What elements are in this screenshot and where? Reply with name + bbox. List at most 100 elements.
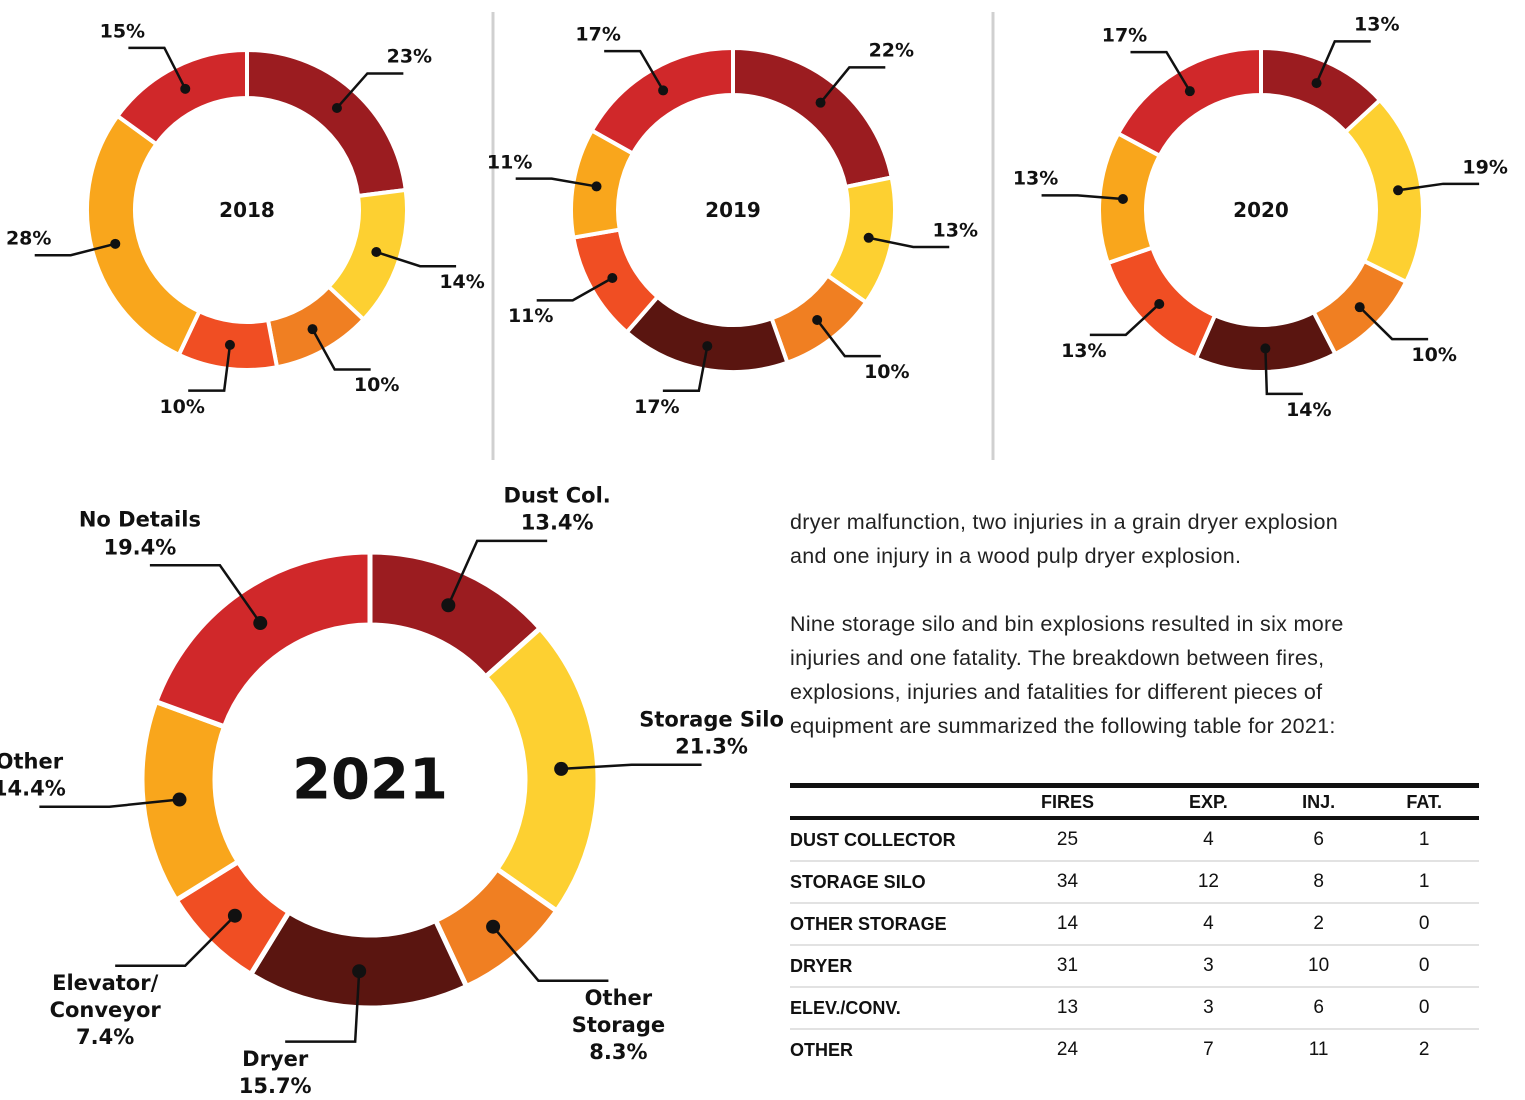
table-cell: 34 <box>986 861 1149 904</box>
category-label: Dryer <box>242 1046 309 1071</box>
value-label: 13% <box>1061 339 1107 362</box>
text-line: Nine storage silo and bin explosions res… <box>790 612 1344 636</box>
leader-dot <box>1393 185 1404 196</box>
leader-line <box>1264 348 1303 396</box>
slice-label: 10% <box>159 395 204 420</box>
slice-label: 14% <box>439 270 484 295</box>
slice-label: 23% <box>387 45 432 70</box>
table-cell: 0 <box>1369 987 1479 1030</box>
value-label: 14% <box>1286 398 1332 421</box>
value-label: 17% <box>634 395 680 418</box>
leader-line <box>1089 303 1161 337</box>
slice-label: 13% <box>1061 339 1106 364</box>
page: {"chart_data": [ {"type": "donut", "titl… <box>0 12 1510 1098</box>
slice-label: 10% <box>864 360 909 385</box>
leader-dot <box>253 616 268 631</box>
leader-dot <box>307 324 318 335</box>
slice <box>245 47 408 199</box>
leader-dot <box>227 908 242 923</box>
table-cell: 2 <box>1267 903 1370 946</box>
category-label: Other Storage <box>571 985 666 1037</box>
leader-dot <box>1260 343 1271 354</box>
slice <box>623 293 790 374</box>
table-cell: 3 <box>1148 987 1268 1030</box>
leader-dot <box>371 247 382 258</box>
leader-line <box>149 564 262 624</box>
table-cell: 8 <box>1267 861 1370 904</box>
table-row: DUST COLLECTOR 25 4 6 1 <box>790 818 1479 862</box>
leader-line <box>1358 306 1429 341</box>
leader-dot <box>863 232 874 243</box>
leader-line <box>1397 182 1480 192</box>
table-cell: 13 <box>986 987 1149 1030</box>
leader-line <box>375 250 457 268</box>
table-cell: 2 <box>1418 1039 1430 1060</box>
leader-line <box>1041 194 1124 201</box>
value-label: 28% <box>5 227 52 250</box>
table-row: STORAGE SILO 34 12 8 1 <box>790 861 1479 904</box>
table-cell: 4 <box>1148 903 1268 946</box>
table-row: OTHER STORAGE 14 4 2 0 <box>790 903 1479 946</box>
value-label: 17% <box>575 23 621 46</box>
chart-title: 2018 <box>219 198 275 222</box>
leader-line <box>311 328 371 371</box>
table: FIRES EXP. INJ. FAT. DUST COLLECTOR 25 4 6 1 STO… <box>790 783 1479 1070</box>
slice-label: Dryer 15.7% <box>239 1046 312 1100</box>
value-label: 10% <box>353 374 400 397</box>
value-label: 14.4% <box>0 776 66 801</box>
slice-label: Other Storage 8.3% <box>572 985 665 1067</box>
text-line: dryer malfunction, two injuries in a gra… <box>790 510 1338 534</box>
table-cell: STORAGE SILO <box>790 861 986 904</box>
table-cell: ELEV./CONV. <box>790 987 986 1030</box>
slice-label: Other 14.4% <box>0 748 66 803</box>
slice-label: Elevator/ Conveyor 7.4% <box>50 970 161 1052</box>
value-label: 11% <box>507 305 554 328</box>
header-row: FIRES EXP. INJ. FAT. <box>790 783 1479 820</box>
table-cell: 25 <box>986 818 1149 862</box>
leader-line <box>285 971 361 1043</box>
slice-label: 13% <box>1013 167 1058 192</box>
table-cell: 1 <box>1369 861 1479 904</box>
slice-label: 10% <box>1411 343 1456 368</box>
table-cell: 10 <box>1267 945 1370 988</box>
table-cell: OTHER <box>790 1039 853 1060</box>
value-label: 15.7% <box>238 1073 312 1098</box>
chart-title: 2019 <box>705 198 761 222</box>
leader-dot <box>554 761 569 776</box>
table-cell: 6 <box>1267 987 1370 1030</box>
leader-line <box>128 46 187 90</box>
category-label: Elevator/ Conveyor <box>49 970 161 1022</box>
table-cell: OTHER STORAGE <box>790 903 986 946</box>
prose: dryer malfunction, two injuries in a gra… <box>790 505 1510 743</box>
column-header: FAT. <box>1369 783 1479 820</box>
leader-dot <box>331 102 342 113</box>
slice <box>152 549 373 730</box>
leader-line <box>604 49 665 92</box>
table-cell: 12 <box>1148 861 1268 904</box>
leader-dot <box>1154 298 1165 309</box>
leader-dot <box>1117 194 1128 205</box>
leader-line <box>447 539 548 606</box>
leader-line <box>816 319 881 358</box>
table-cell: 3 <box>1148 945 1268 988</box>
leader-dot <box>607 273 618 284</box>
leader-line <box>868 236 950 249</box>
slice-label: No Details 19.4% <box>79 507 201 562</box>
leader-dot <box>591 181 602 192</box>
value-label: 13% <box>1012 167 1059 190</box>
leader-dot <box>172 792 187 807</box>
slice-label: 11% <box>508 304 553 329</box>
table-cell: 14 <box>986 903 1149 946</box>
leader-line <box>515 177 597 188</box>
text-line: equipment are summarized the following t… <box>790 714 1336 738</box>
leader-line <box>1130 50 1191 92</box>
leader-dot <box>812 314 823 325</box>
paragraph-gap <box>790 573 1510 607</box>
value-label: 10% <box>159 395 205 418</box>
slice <box>114 47 249 147</box>
category-label: Dust Col. <box>503 483 611 508</box>
leader-line <box>662 345 709 393</box>
value-label: 11% <box>486 150 533 173</box>
leader-dot <box>658 85 669 96</box>
table-cell: 0 <box>1369 945 1479 988</box>
